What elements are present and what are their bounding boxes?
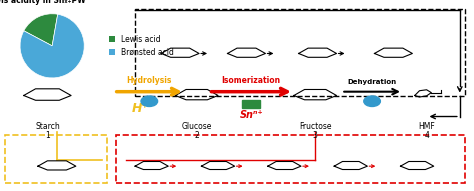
Text: HMF: HMF xyxy=(418,122,435,131)
Text: Dehydration: Dehydration xyxy=(347,79,397,85)
Text: Glucose: Glucose xyxy=(182,122,212,131)
Text: Isomerization: Isomerization xyxy=(222,76,281,85)
Text: 1: 1 xyxy=(45,131,50,140)
Ellipse shape xyxy=(141,96,157,107)
Text: High Brønsted acidity and low
Lewis acidity in Snₓ₊PW: High Brønsted acidity and low Lewis acid… xyxy=(0,0,114,5)
Text: Fructose: Fructose xyxy=(299,122,331,131)
Text: 2: 2 xyxy=(194,131,199,140)
Text: 3: 3 xyxy=(313,131,318,140)
Text: Hydrolysis: Hydrolysis xyxy=(127,76,172,85)
Text: Starch: Starch xyxy=(35,122,60,131)
Text: Snⁿ⁺: Snⁿ⁺ xyxy=(239,110,263,120)
Legend: Lewis acid, Brønsted acid: Lewis acid, Brønsted acid xyxy=(105,32,177,60)
Wedge shape xyxy=(24,14,58,46)
Ellipse shape xyxy=(364,96,380,107)
Text: H⁺: H⁺ xyxy=(131,102,148,115)
Wedge shape xyxy=(20,14,84,78)
Text: 4: 4 xyxy=(424,131,429,140)
